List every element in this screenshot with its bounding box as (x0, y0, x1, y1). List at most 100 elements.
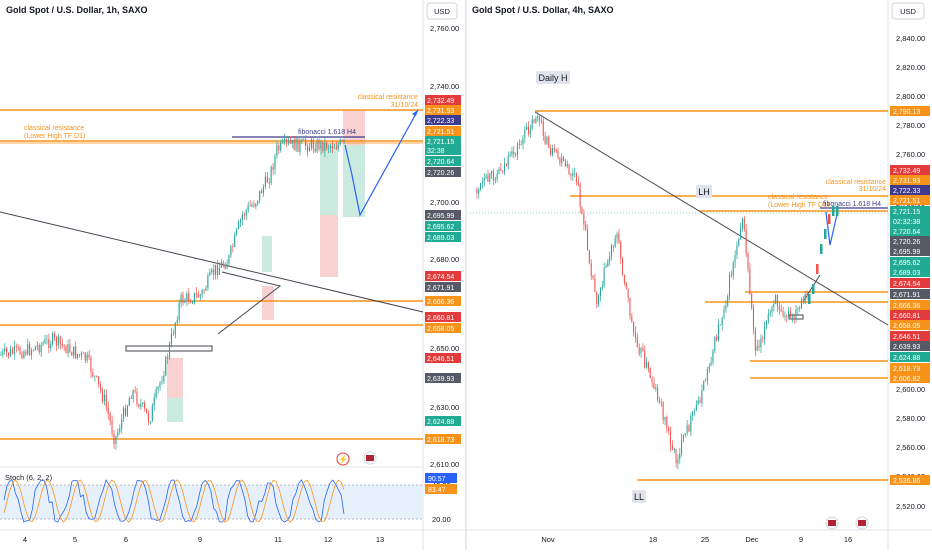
left-candle-body (241, 214, 243, 221)
stoch-value1-tag (425, 473, 457, 483)
left-price-tag (425, 95, 461, 105)
left-candle-body (251, 204, 253, 207)
left-candle-body (191, 302, 194, 304)
left-candle-body (228, 255, 230, 264)
left-candle-body (199, 294, 201, 298)
right-candle-body (494, 179, 496, 181)
right-candle-body (758, 345, 760, 348)
left-price-tag (425, 126, 461, 136)
left-candle-body (274, 155, 276, 170)
right-currency-label: USD (900, 7, 916, 16)
right-candle-body (679, 453, 681, 460)
left-candle-body (322, 141, 324, 152)
right-candle-body (596, 291, 598, 304)
right-candle-body (599, 288, 601, 297)
right-y-tick: 2,780.00 (896, 121, 925, 130)
left-candle-body (174, 322, 176, 335)
right-candle-body (752, 307, 755, 330)
left-candle-body (193, 292, 195, 303)
left-candle-body (86, 354, 88, 361)
right-candle-body (585, 224, 587, 230)
right-price-tag-text: 2,658.05 (893, 323, 920, 330)
right-candle-body (557, 151, 559, 159)
right-candle-body (645, 362, 648, 368)
left-flash-icon[interactable] (336, 452, 350, 466)
right-candle-body (607, 261, 609, 267)
left-zone-green-top (343, 145, 365, 217)
right-candle-body (551, 148, 553, 155)
left-candle-body (147, 412, 149, 423)
left-price-tag (425, 312, 461, 322)
right-candle-body (631, 316, 633, 322)
left-price-tag-text: 2,695.62 (427, 224, 454, 231)
right-candle-body (651, 377, 653, 383)
right-price-tag (890, 363, 930, 373)
right-candle-body (701, 390, 703, 403)
left-candle-body (329, 145, 332, 148)
right-candle-body (688, 425, 690, 432)
left-candle-body (182, 294, 184, 303)
left-price-tag-text: 2,660.81 (427, 315, 454, 322)
right-candle-body (754, 329, 756, 351)
left-candle-body (9, 349, 11, 356)
right-candle-body (675, 448, 677, 464)
right-price-tag (890, 246, 930, 256)
right-candle-body (535, 118, 537, 124)
right-y-tick: 2,580.00 (896, 414, 925, 423)
left-candle-body (293, 139, 295, 151)
left-candle-body (111, 421, 113, 434)
right-candle-body (572, 173, 574, 176)
right-res-mid-line2: (Lower High TF D1) (768, 202, 829, 209)
right-us-flag-fill-1 (828, 520, 836, 526)
left-candle-body (272, 167, 274, 170)
left-candle-body (289, 141, 291, 144)
left-y-tick: 2,610.00 (430, 460, 459, 469)
stoch-label: Stoch (6, 2, 2) (5, 473, 53, 482)
left-candle-body (343, 140, 345, 142)
right-candle-body (540, 120, 542, 122)
left-price-tag (425, 353, 461, 363)
left-candle-body (195, 292, 197, 294)
right-candle-body (751, 293, 753, 308)
right-candle-body (767, 314, 769, 322)
right-x-tick: 25 (701, 535, 709, 544)
right-lh-badge (696, 185, 712, 198)
left-candle-body (234, 234, 236, 247)
right-candle-body (734, 255, 736, 263)
left-candle-body (341, 140, 343, 142)
right-price-tag-text: 2,646.51 (893, 334, 920, 341)
right-us-flag-fill-2 (858, 520, 866, 526)
left-price-tag-text: 2,639.93 (427, 376, 454, 383)
right-x-tick: 18 (649, 535, 657, 544)
right-candle-body (804, 294, 806, 302)
left-triangle (217, 271, 282, 335)
right-candle-body (531, 119, 533, 130)
right-candle-body (723, 309, 725, 318)
left-candle-body (295, 138, 297, 151)
left-candle-body (328, 147, 330, 149)
right-lh-label: LH (698, 187, 710, 197)
right-candle-body (795, 309, 797, 319)
left-candle-body (245, 210, 247, 216)
right-candle-body (745, 229, 747, 254)
right-candle-body (780, 309, 782, 312)
right-candle-body (828, 214, 831, 224)
right-candle-body (491, 171, 493, 174)
right-price-tag-text: 2,695.99 (893, 249, 920, 256)
right-candle-body (699, 400, 701, 403)
right-currency-button[interactable] (891, 2, 925, 20)
left-candle-body (249, 205, 251, 207)
left-candle-body (151, 405, 153, 422)
right-price-tag (890, 267, 930, 277)
right-candle-body (747, 253, 749, 269)
left-trendline (0, 211, 424, 313)
right-candle-body (586, 229, 589, 250)
right-candle-body (629, 297, 631, 317)
left-candle-body (65, 346, 67, 354)
left-currency-button[interactable] (426, 2, 458, 20)
left-candle-body (11, 349, 13, 354)
right-candle-body (682, 435, 684, 440)
left-candle-body (88, 354, 90, 358)
left-candle-body (205, 288, 207, 291)
right-candle-body (622, 258, 624, 275)
